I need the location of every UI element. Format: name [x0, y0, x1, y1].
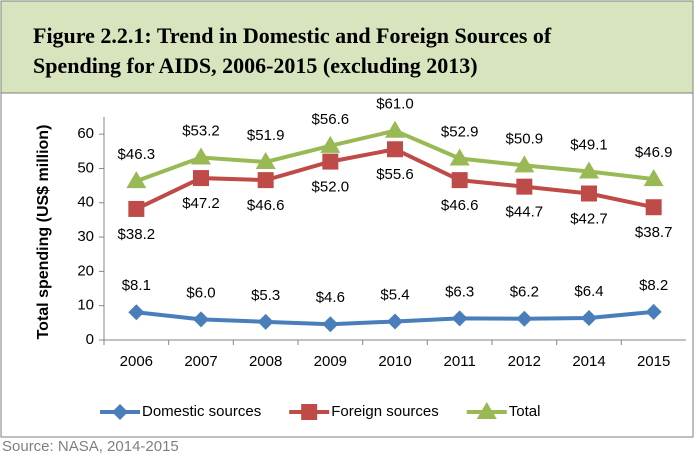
source: Source: NASA, 2014-2015: [2, 438, 179, 455]
data-label: $42.7: [570, 210, 608, 227]
marker: [385, 120, 405, 138]
marker: [516, 178, 533, 195]
x-tick-label: 2012: [508, 353, 541, 370]
data-label: $55.6: [376, 166, 414, 183]
header: [0, 0, 694, 94]
marker: [449, 148, 470, 166]
data-label: $5.4: [380, 286, 409, 303]
data-label: $52.9: [441, 123, 479, 140]
marker: [387, 313, 403, 330]
x-tick-label: 2007: [184, 353, 217, 370]
marker: [193, 311, 209, 328]
data-label: $52.0: [312, 179, 350, 196]
data-label: $8.2: [639, 277, 668, 294]
marker: [257, 172, 274, 189]
marker: [643, 169, 664, 187]
data-label: $38.7: [635, 224, 673, 241]
y-axis-title: Total spending (US$ million): [35, 125, 52, 340]
marker: [126, 171, 147, 189]
data-label: $61.0: [376, 96, 414, 113]
data-label: $8.1: [122, 277, 151, 294]
data-label: $6.4: [574, 283, 603, 300]
legend-label: Foreign sources: [331, 403, 439, 420]
marker: [255, 151, 276, 169]
data-label: $6.0: [186, 284, 215, 301]
legend-marker: [476, 402, 497, 419]
marker: [191, 147, 211, 165]
data-label: $53.2: [182, 122, 220, 139]
marker: [645, 199, 662, 216]
chart-title: Spending for AIDS, 2006-2015 (excluding …: [33, 53, 478, 78]
data-label: $5.3: [251, 287, 280, 304]
marker: [579, 161, 599, 179]
marker: [645, 303, 662, 320]
marker: [322, 316, 339, 333]
marker: [387, 141, 403, 158]
y-tick-label: 50: [77, 159, 94, 176]
legend-label: Total: [509, 403, 541, 420]
marker: [451, 172, 468, 189]
data-label: $49.1: [570, 137, 608, 154]
data-label: $38.2: [118, 226, 156, 243]
y-tick-label: 40: [77, 194, 94, 211]
marker: [581, 185, 597, 202]
x-tick-label: 2011: [444, 353, 476, 370]
marker: [193, 170, 209, 187]
marker: [581, 310, 597, 327]
y-tick-label: 0: [86, 331, 94, 348]
data-label: $6.2: [510, 284, 539, 301]
data-label: $50.9: [506, 130, 544, 147]
legend-marker: [112, 404, 128, 420]
marker: [322, 153, 339, 170]
marker: [451, 310, 468, 327]
x-tick-label: 2009: [314, 353, 347, 370]
data-label: $4.6: [316, 289, 345, 306]
marker: [514, 155, 535, 173]
data-label: $46.3: [118, 146, 156, 163]
marker: [320, 135, 341, 153]
data-label: $46.9: [635, 144, 673, 161]
x-tick-label: 2006: [120, 353, 153, 370]
x-tick-label: 2014: [572, 353, 605, 370]
marker: [128, 304, 145, 321]
chart-title: Figure 2.2.1: Trend in Domestic and Fore…: [33, 23, 552, 48]
x-tick-label: 2015: [637, 353, 670, 370]
marker: [516, 310, 533, 327]
data-label: $6.3: [445, 283, 474, 300]
marker: [257, 313, 274, 330]
y-tick-label: 30: [77, 228, 94, 245]
y-tick-label: 60: [77, 125, 94, 142]
data-label: $44.7: [506, 204, 544, 221]
data-label: $56.6: [312, 111, 350, 128]
legend-label: Domestic sources: [142, 403, 261, 420]
x-tick-label: 2010: [378, 353, 411, 370]
y-tick-label: 20: [77, 262, 94, 279]
data-label: $47.2: [182, 195, 220, 212]
x-tick-label: 2008: [249, 353, 282, 370]
y-tick-label: 10: [77, 297, 94, 314]
data-label: $46.6: [247, 197, 285, 214]
data-label: $46.6: [441, 197, 479, 214]
legend-marker: [301, 404, 318, 420]
marker: [128, 200, 145, 217]
data-label: $51.9: [247, 127, 285, 144]
